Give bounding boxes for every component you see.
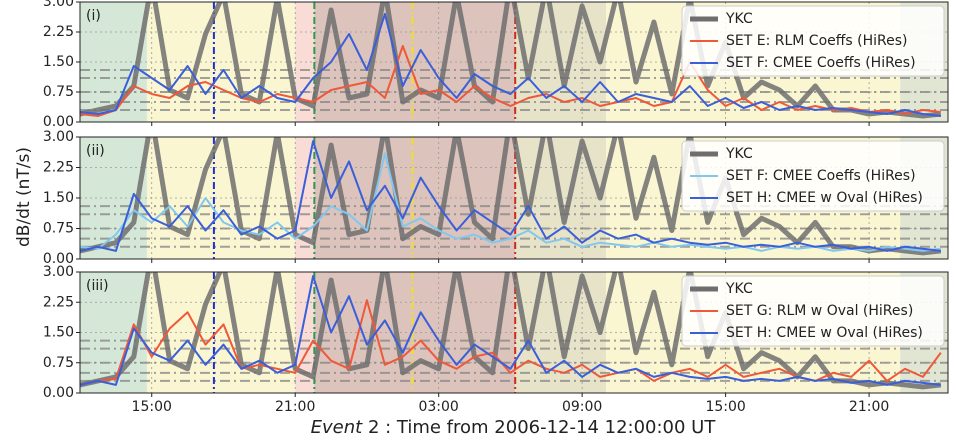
series-line [80,275,941,386]
y-tick-label: 0.00 [43,385,74,401]
panel-label: (iii) [86,278,109,294]
y-tick-label: 2.25 [43,24,74,40]
plot-area [80,2,948,122]
y-tick-label: 3.00 [43,129,74,145]
y-tick-label: 3.00 [43,264,74,280]
legend-label: SET F: CMEE Coeffs (HiRes) [726,55,916,71]
x-axis-label-emph: Event [311,417,364,438]
y-tick-label: 3.00 [43,0,74,10]
legend-label: SET G: RLM w Oval (HiRes) [726,303,913,319]
series-line [80,45,941,117]
y-tick-label: 1.50 [43,325,74,341]
y-tick-label: 0.75 [43,221,74,237]
panel-label: (i) [86,8,101,24]
y-tick-label: 1.50 [43,190,74,206]
legend-label: SET F: CMEE Coeffs (HiRes) [726,168,916,184]
legend-label: YKC [725,281,753,297]
legend-label: SET H: CMEE w Oval (HiRes) [726,190,923,206]
legend-box [681,275,945,347]
x-axis-label: Event 2 : Time from 2006-12-14 12:00:00 … [311,417,717,438]
x-tick-label: 21:00 [849,399,889,415]
x-tick-label: 09:00 [562,399,602,415]
x-tick-label: 15:00 [132,399,172,415]
legend-label: YKC [725,11,753,27]
legend-box [681,5,945,77]
y-tick-label: 0.00 [43,251,74,267]
y-tick-label: 1.50 [43,54,74,70]
series-line [80,13,941,117]
x-tick-label: 15:00 [705,399,745,415]
y-tick-label: 2.25 [43,160,74,176]
legend-label: YKC [725,146,753,162]
y-tick-label: 0.75 [43,355,74,371]
legend-box [681,140,945,212]
x-tick-label: 21:00 [275,399,315,415]
x-tick-label: 03:00 [418,399,458,415]
x-axis-label-rest: 2 : Time from 2006-12-14 12:00:00 UT [362,417,716,438]
y-axis-label: dB/dt (nT/s) [14,147,34,247]
y-tick-label: 0.75 [43,84,74,100]
y-tick-label: 0.00 [43,114,74,130]
legend-label: SET E: RLM Coeffs (HiRes) [726,33,908,49]
series-line [80,140,941,252]
panel-label: (ii) [86,143,105,159]
legend-label: SET H: CMEE w Oval (HiRes) [726,325,923,341]
plot-area [80,272,948,393]
series-line [80,152,941,252]
y-tick-label: 2.25 [43,294,74,310]
